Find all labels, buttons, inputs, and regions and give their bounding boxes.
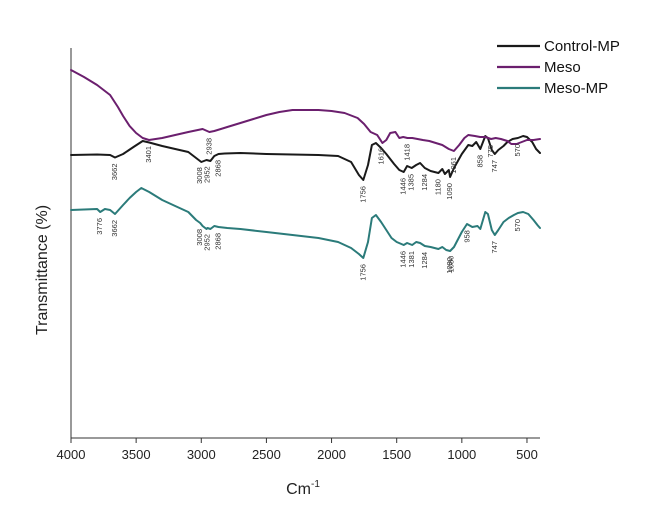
peak-label: 1756 (358, 264, 367, 281)
x-tick-label: 1000 (447, 447, 476, 462)
peak-label: 747 (490, 241, 499, 254)
peak-label: 958 (462, 230, 471, 243)
peak-label: 1061 (449, 157, 458, 174)
peak-label: 2952 (203, 234, 212, 251)
x-axis-title-base: Cm (286, 481, 311, 498)
peak-label: 2868 (213, 160, 222, 177)
series-line-3 (70, 187, 541, 259)
peak-label: 3401 (144, 146, 153, 163)
series-group (70, 69, 541, 259)
x-ticks: 4000 3500 3000 2500 2000 1500 1000 500 (57, 438, 538, 462)
y-axis-title: Transmittance (%) (34, 205, 51, 335)
x-tick-label: 3000 (187, 447, 216, 462)
legend-label: Meso-MP (544, 80, 608, 97)
peak-label: 3662 (110, 164, 119, 181)
legend-label: Control-MP (544, 38, 620, 55)
x-tick-label: 500 (516, 447, 538, 462)
peak-label: 1418 (402, 144, 411, 161)
x-tick-label: 1500 (382, 447, 411, 462)
series-line-1 (70, 135, 541, 181)
peak-label: 3008 (195, 167, 204, 184)
peak-label: 1616 (377, 148, 386, 165)
x-tick-label: 2500 (252, 447, 281, 462)
peak-label: 1284 (420, 174, 429, 191)
peak-label: 747 (490, 160, 499, 173)
legend-label: Meso (544, 59, 581, 76)
x-tick-label: 4000 (57, 447, 86, 462)
peak-label: 2952 (203, 166, 212, 183)
peak-label: 858 (475, 155, 484, 168)
peak-label: 2868 (213, 233, 222, 250)
series-line-2 (70, 69, 541, 152)
peak-label: 2938 (204, 138, 213, 155)
x-axis-title-superscript: -1 (311, 479, 320, 490)
peak-label: 1381 (407, 251, 416, 268)
peak-label: 1756 (358, 186, 367, 203)
peak-label: 3776 (95, 218, 104, 235)
x-tick-label: 3500 (122, 447, 151, 462)
peak-label: 775 (486, 145, 495, 158)
peak-label: 1446 (399, 178, 408, 195)
peak-label: 1090 (445, 183, 454, 200)
legend: Control-MP Meso Meso-MP (497, 38, 620, 97)
peak-label: 3008 (195, 229, 204, 246)
peak-label: 1446 (399, 251, 408, 268)
peak-label: 1284 (420, 252, 429, 269)
peak-label: 570 (513, 219, 522, 232)
plot-area: 4000 3500 3000 2500 2000 1500 1000 500 3662 3008… (57, 48, 541, 462)
x-axis-title: Cm-1 (286, 479, 320, 498)
peak-label: 570 (513, 144, 522, 157)
peak-label: 1385 (407, 174, 416, 191)
x-tick-label: 2000 (317, 447, 346, 462)
peak-label: 1180 (433, 179, 442, 195)
peak-label: 1080 (446, 256, 455, 273)
peak-label: 1090 (445, 257, 454, 274)
peak-label: 3662 (110, 220, 119, 237)
